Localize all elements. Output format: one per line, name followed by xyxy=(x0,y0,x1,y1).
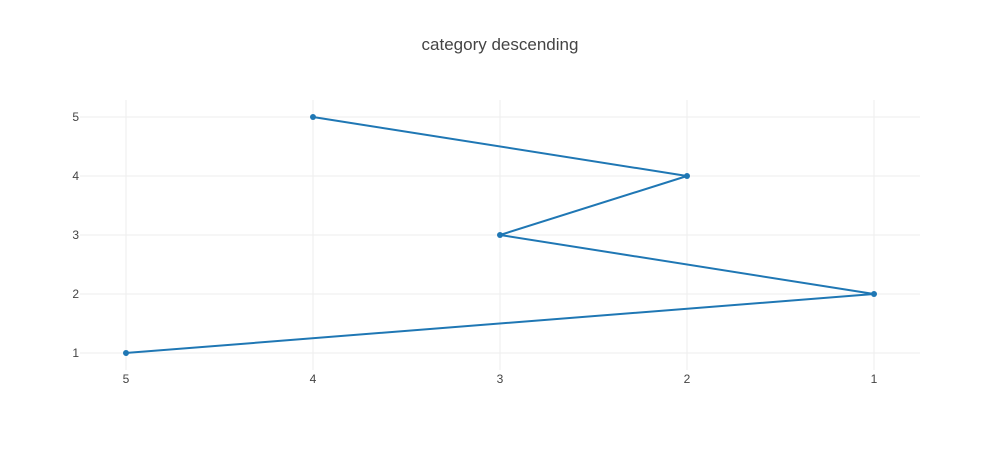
x-tick-label: 5 xyxy=(123,372,130,386)
series-layer xyxy=(123,114,877,356)
axis-layer: 5 4 3 2 1 1 2 3 4 5 xyxy=(72,110,877,386)
y-tick-label: 4 xyxy=(72,169,79,183)
data-point xyxy=(310,114,316,120)
y-tick-label: 5 xyxy=(72,110,79,124)
data-point xyxy=(497,232,503,238)
x-tick-label: 2 xyxy=(684,372,691,386)
chart-title: category descending xyxy=(422,35,579,54)
y-tick-label: 3 xyxy=(72,228,79,242)
x-tick-label: 1 xyxy=(871,372,878,386)
data-point xyxy=(123,350,129,356)
data-point xyxy=(684,173,690,179)
x-tick-label: 3 xyxy=(497,372,504,386)
y-tick-label: 1 xyxy=(72,346,79,360)
data-point xyxy=(871,291,877,297)
x-tick-label: 4 xyxy=(310,372,317,386)
y-tick-label: 2 xyxy=(72,287,79,301)
